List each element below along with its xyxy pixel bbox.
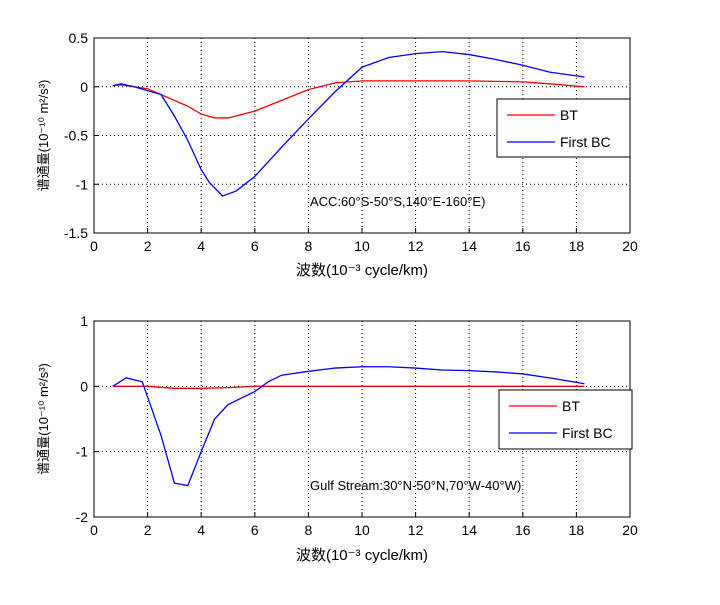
y-axis-label: 谱通量(10⁻¹⁰ m²/s³) (36, 363, 51, 475)
x-tick-label: 20 (622, 238, 638, 254)
y-tick-label: -1 (76, 176, 89, 192)
x-tick-label: 8 (305, 238, 313, 254)
x-tick-label: 10 (354, 522, 370, 538)
x-axis-label: 波数(10⁻³ cycle/km) (296, 547, 428, 564)
legend-box (496, 98, 631, 158)
x-tick-label: 10 (354, 238, 370, 254)
x-tick-label: 16 (515, 238, 531, 254)
series-line-first-bc (112, 366, 585, 487)
legend-box (498, 389, 633, 450)
x-tick-label: 14 (461, 522, 477, 538)
annotation: ACC:60°S-50°S,140°E-160°E) (310, 194, 485, 209)
x-tick-label: 2 (144, 238, 152, 254)
series-line-first-bc (112, 50, 585, 197)
legend-label: BT (560, 107, 578, 123)
x-tick-label: 6 (251, 522, 259, 538)
y-tick-label: 0 (80, 378, 88, 394)
x-tick-label: 8 (305, 522, 313, 538)
y-tick-label: 0.5 (69, 30, 89, 46)
y-tick-label: -2 (76, 509, 89, 525)
y-axis-label: 谱通量(10⁻¹⁰ m²/s³) (36, 80, 51, 192)
x-tick-label: 0 (90, 238, 98, 254)
y-tick-label: -1.5 (64, 225, 88, 241)
series-line-bt (112, 80, 585, 119)
x-tick-label: 16 (515, 522, 531, 538)
legend: BT First BC (498, 389, 633, 450)
y-tick-label: -0.5 (64, 128, 88, 144)
annotation: Gulf Stream:30°N-50°N,70°W-40°W) (310, 478, 521, 493)
x-tick-label: 4 (197, 522, 205, 538)
legend: BT First BC (496, 98, 631, 158)
x-tick-label: 20 (622, 522, 638, 538)
x-tick-label: 18 (569, 238, 585, 254)
x-tick-label: 6 (251, 238, 259, 254)
legend-label: First BC (560, 134, 611, 150)
x-tick-label: 2 (144, 522, 152, 538)
series-line-bt (112, 385, 585, 389)
chart-panel-2: 0 2 4 6 8 10 12 14 16 18 20 -2 -1 0 1 BT First BC Gulf St… (36, 313, 638, 564)
x-tick-label: 12 (408, 238, 424, 254)
legend-label: First BC (562, 425, 613, 441)
x-tick-label: 18 (569, 522, 585, 538)
x-tick-label: 4 (197, 238, 205, 254)
x-axis-label: 波数(10⁻³ cycle/km) (296, 262, 428, 279)
x-tick-label: 12 (408, 522, 424, 538)
x-tick-label: 0 (90, 522, 98, 538)
y-tick-label: 0 (80, 79, 88, 95)
chart-panel-1: 0 2 4 6 8 10 12 14 16 18 20 -1.5 -1 -0.5 0 0.5 BT First B… (36, 30, 638, 279)
y-tick-label: -1 (76, 444, 89, 460)
x-tick-label: 14 (461, 238, 477, 254)
y-tick-label: 1 (80, 313, 88, 329)
legend-label: BT (562, 398, 580, 414)
